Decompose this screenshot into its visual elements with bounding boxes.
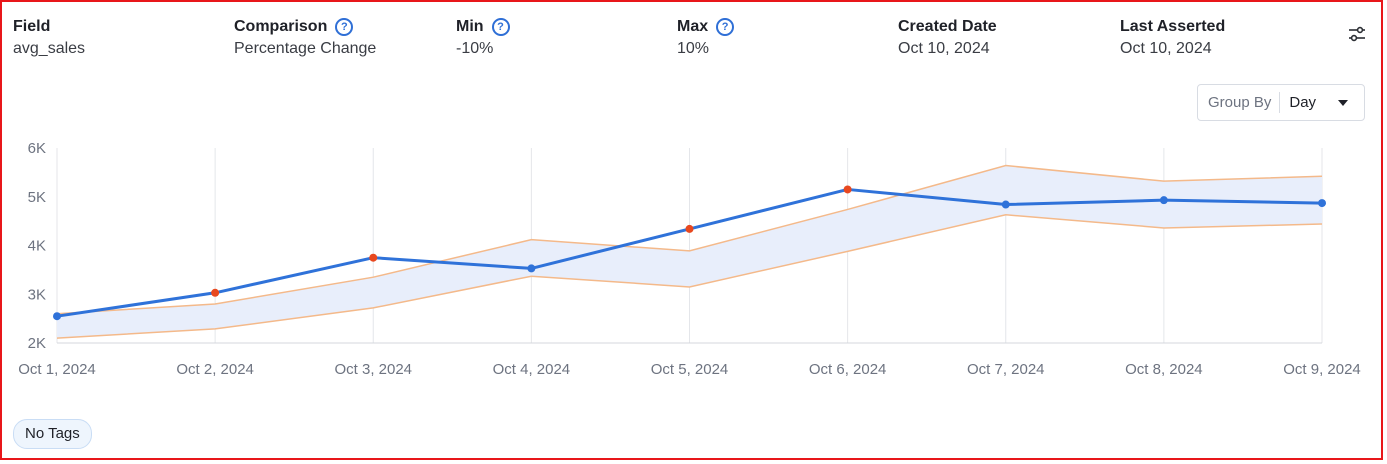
x-tick-label: Oct 3, 2024 bbox=[334, 361, 412, 378]
group-by-value: Day bbox=[1289, 94, 1317, 111]
y-axis: 2K 3K 4K 5K 6K bbox=[28, 140, 46, 352]
created-summary: Created Date Oct 10, 2024 bbox=[898, 18, 997, 58]
data-point bbox=[1159, 196, 1168, 205]
max-summary: Max ? 10% bbox=[677, 18, 735, 58]
asserted-value: Oct 10, 2024 bbox=[1120, 40, 1212, 57]
data-point bbox=[1318, 199, 1326, 208]
created-label: Created Date bbox=[898, 18, 997, 35]
chevron-down-icon bbox=[1338, 100, 1348, 106]
expected-range-band bbox=[56, 164, 1323, 339]
comparison-help-icon[interactable]: ? bbox=[335, 18, 354, 36]
field-label: Field bbox=[13, 18, 51, 35]
no-tags-chip[interactable]: No Tags bbox=[13, 419, 92, 449]
comparison-value: Percentage Change bbox=[234, 40, 377, 57]
y-tick-label: 3K bbox=[28, 286, 46, 303]
y-tick-label: 6K bbox=[28, 140, 46, 157]
data-point bbox=[1001, 200, 1010, 209]
max-help-icon[interactable]: ? bbox=[716, 18, 735, 36]
min-label: Min bbox=[456, 18, 484, 35]
max-label: Max bbox=[677, 18, 709, 35]
x-tick-label: Oct 6, 2024 bbox=[809, 361, 887, 378]
x-tick-label: Oct 8, 2024 bbox=[1125, 361, 1203, 378]
x-tick-label: Oct 9, 2024 bbox=[1283, 361, 1361, 378]
data-points bbox=[53, 185, 1326, 321]
created-value: Oct 10, 2024 bbox=[898, 40, 990, 57]
anomaly-point bbox=[843, 185, 852, 194]
data-point bbox=[527, 264, 536, 273]
x-tick-label: Oct 2, 2024 bbox=[176, 361, 254, 378]
x-axis: Oct 1, 2024 Oct 2, 2024 Oct 3, 2024 Oct 4, … bbox=[18, 361, 1361, 378]
line-chart: 2K 3K 4K 5K 6K Oct 1, 2024 Oct 2, 2024 Oct 3, … bbox=[18, 140, 1361, 378]
field-summary: Field avg_sales bbox=[13, 18, 85, 58]
x-tick-label: Oct 4, 2024 bbox=[493, 361, 571, 378]
y-tick-label: 2K bbox=[28, 335, 46, 352]
asserted-summary: Last Asserted Oct 10, 2024 bbox=[1120, 18, 1225, 58]
lower-bound-line bbox=[56, 214, 1323, 339]
band-fill bbox=[57, 165, 1322, 339]
min-help-icon[interactable]: ? bbox=[491, 18, 510, 36]
y-tick-label: 4K bbox=[28, 238, 46, 255]
sliders-icon[interactable] bbox=[1347, 24, 1367, 44]
group-by-select[interactable]: Group By Day bbox=[1197, 84, 1365, 121]
anomaly-point bbox=[211, 288, 220, 297]
min-summary: Min ? -10% bbox=[456, 18, 510, 58]
upper-bound-line bbox=[56, 164, 1323, 315]
field-value: avg_sales bbox=[13, 40, 86, 57]
min-value: -10% bbox=[456, 40, 494, 57]
anomaly-point bbox=[369, 253, 378, 262]
anomaly-point bbox=[685, 224, 694, 233]
asserted-label: Last Asserted bbox=[1120, 18, 1226, 35]
comparison-summary: Comparison ? Percentage Change bbox=[234, 18, 376, 58]
y-tick-label: 5K bbox=[28, 189, 46, 206]
x-tick-label: Oct 7, 2024 bbox=[967, 361, 1045, 378]
comparison-label: Comparison bbox=[234, 18, 328, 35]
data-point bbox=[53, 312, 61, 321]
max-value: 10% bbox=[677, 40, 710, 57]
x-tick-label: Oct 1, 2024 bbox=[18, 361, 96, 378]
x-tick-label: Oct 5, 2024 bbox=[651, 361, 729, 378]
group-by-label: Group By bbox=[1198, 92, 1281, 113]
